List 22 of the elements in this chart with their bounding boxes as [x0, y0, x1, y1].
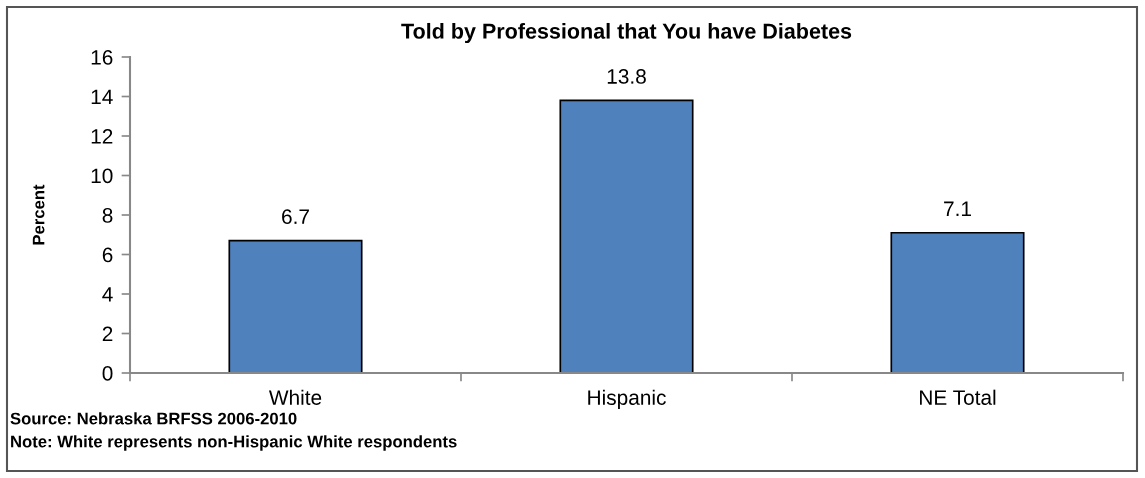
x-tick-label: White [268, 389, 322, 405]
bar [228, 239, 363, 373]
data-label: 7.1 [944, 201, 971, 216]
y-tick-label: 16 [91, 50, 113, 65]
y-tick-label: 14 [91, 89, 113, 105]
data-label: 13.8 [607, 69, 646, 84]
bar [559, 99, 694, 373]
y-tick-label: 2 [102, 326, 113, 342]
x-tick-label: Hispanic [588, 389, 666, 410]
y-tick-label: 12 [91, 129, 113, 144]
y-tick-label: 10 [91, 168, 113, 184]
y-axis-title: Percent [32, 184, 45, 245]
y-tick-label: 4 [102, 287, 113, 302]
y-tick-label: 8 [102, 208, 113, 223]
source-note: Source: Nebraska BRFSS 2006-2010 [10, 412, 297, 425]
y-tick-label: 6 [102, 247, 113, 263]
y-tick-label: 0 [102, 366, 113, 381]
bar [890, 231, 1025, 373]
data-label: 6.7 [282, 209, 309, 225]
chart-title: Told by Professional that You have Diabetes [401, 22, 852, 44]
text: Note: White represents non-Hispanic White respondents [11, 435, 457, 451]
x-tick-label: NE Total [920, 389, 996, 405]
